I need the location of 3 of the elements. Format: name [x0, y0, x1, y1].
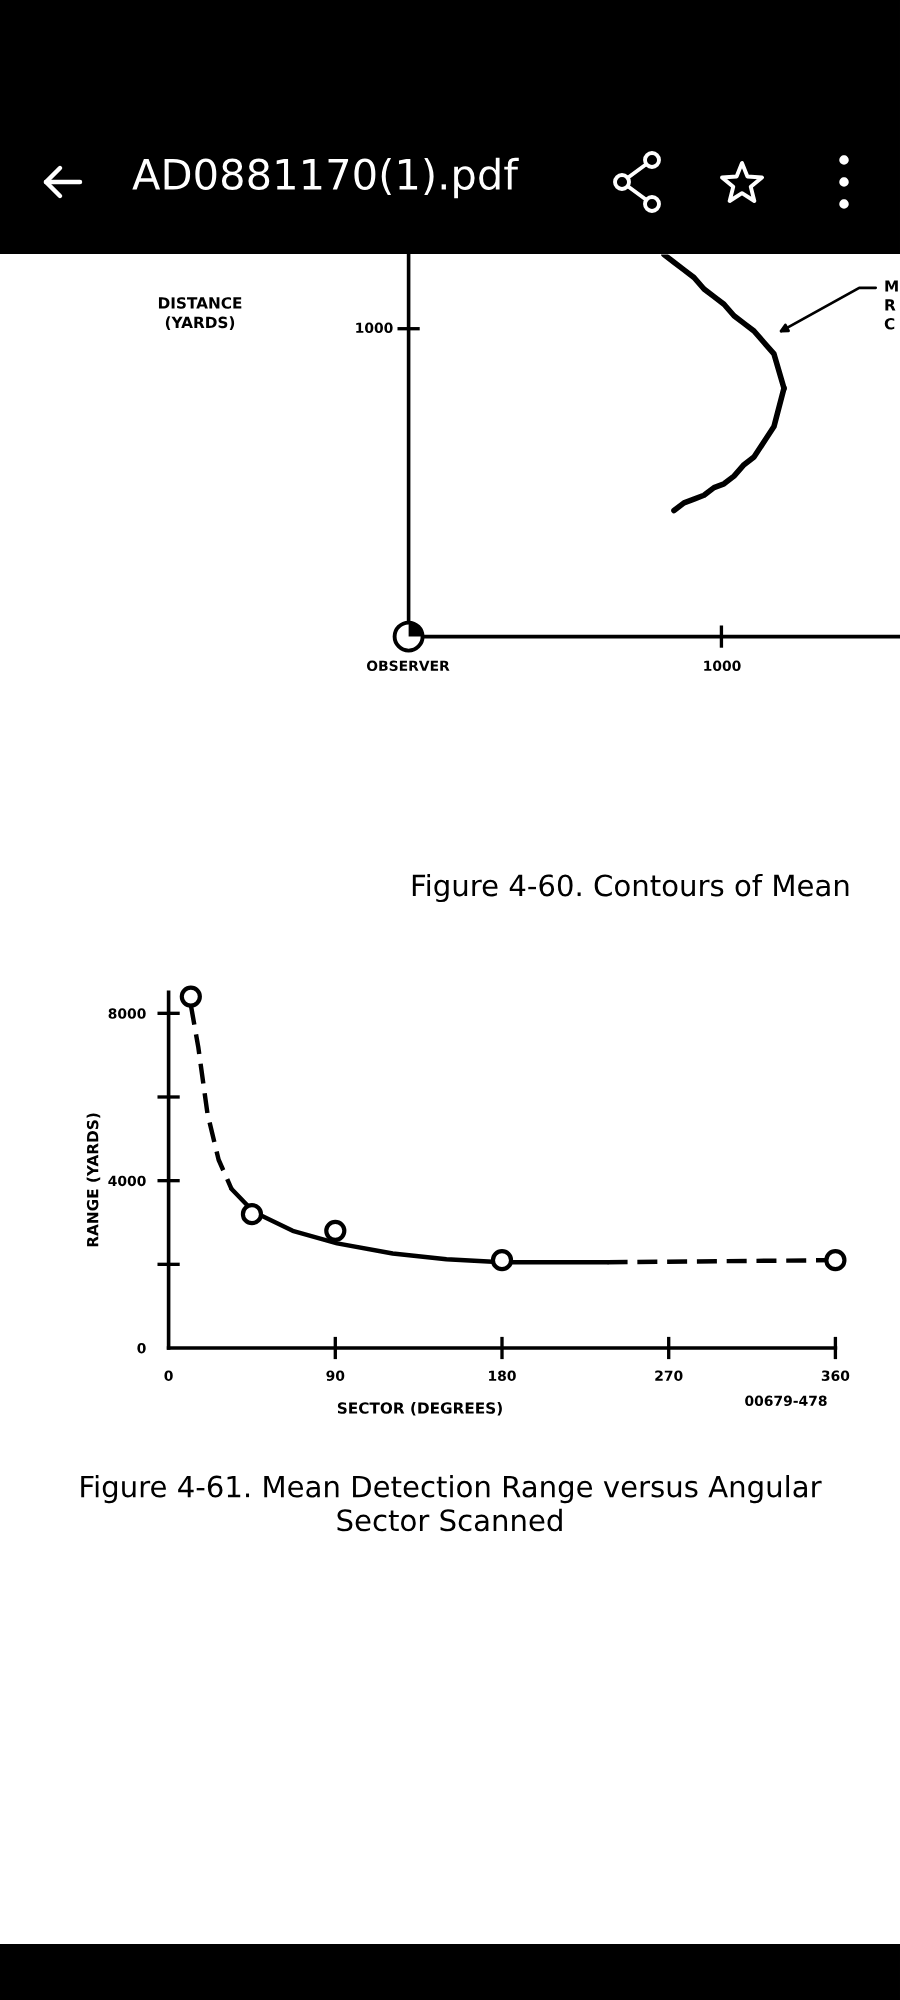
text: Figure 4-61. Mean Detection Range versus Angular Sector Scanned: [81, 1475, 822, 1532]
text: AD0881170(1).pdf: [132, 157, 519, 199]
text: Figure 4-60. Contours of Mean: [412, 873, 849, 903]
